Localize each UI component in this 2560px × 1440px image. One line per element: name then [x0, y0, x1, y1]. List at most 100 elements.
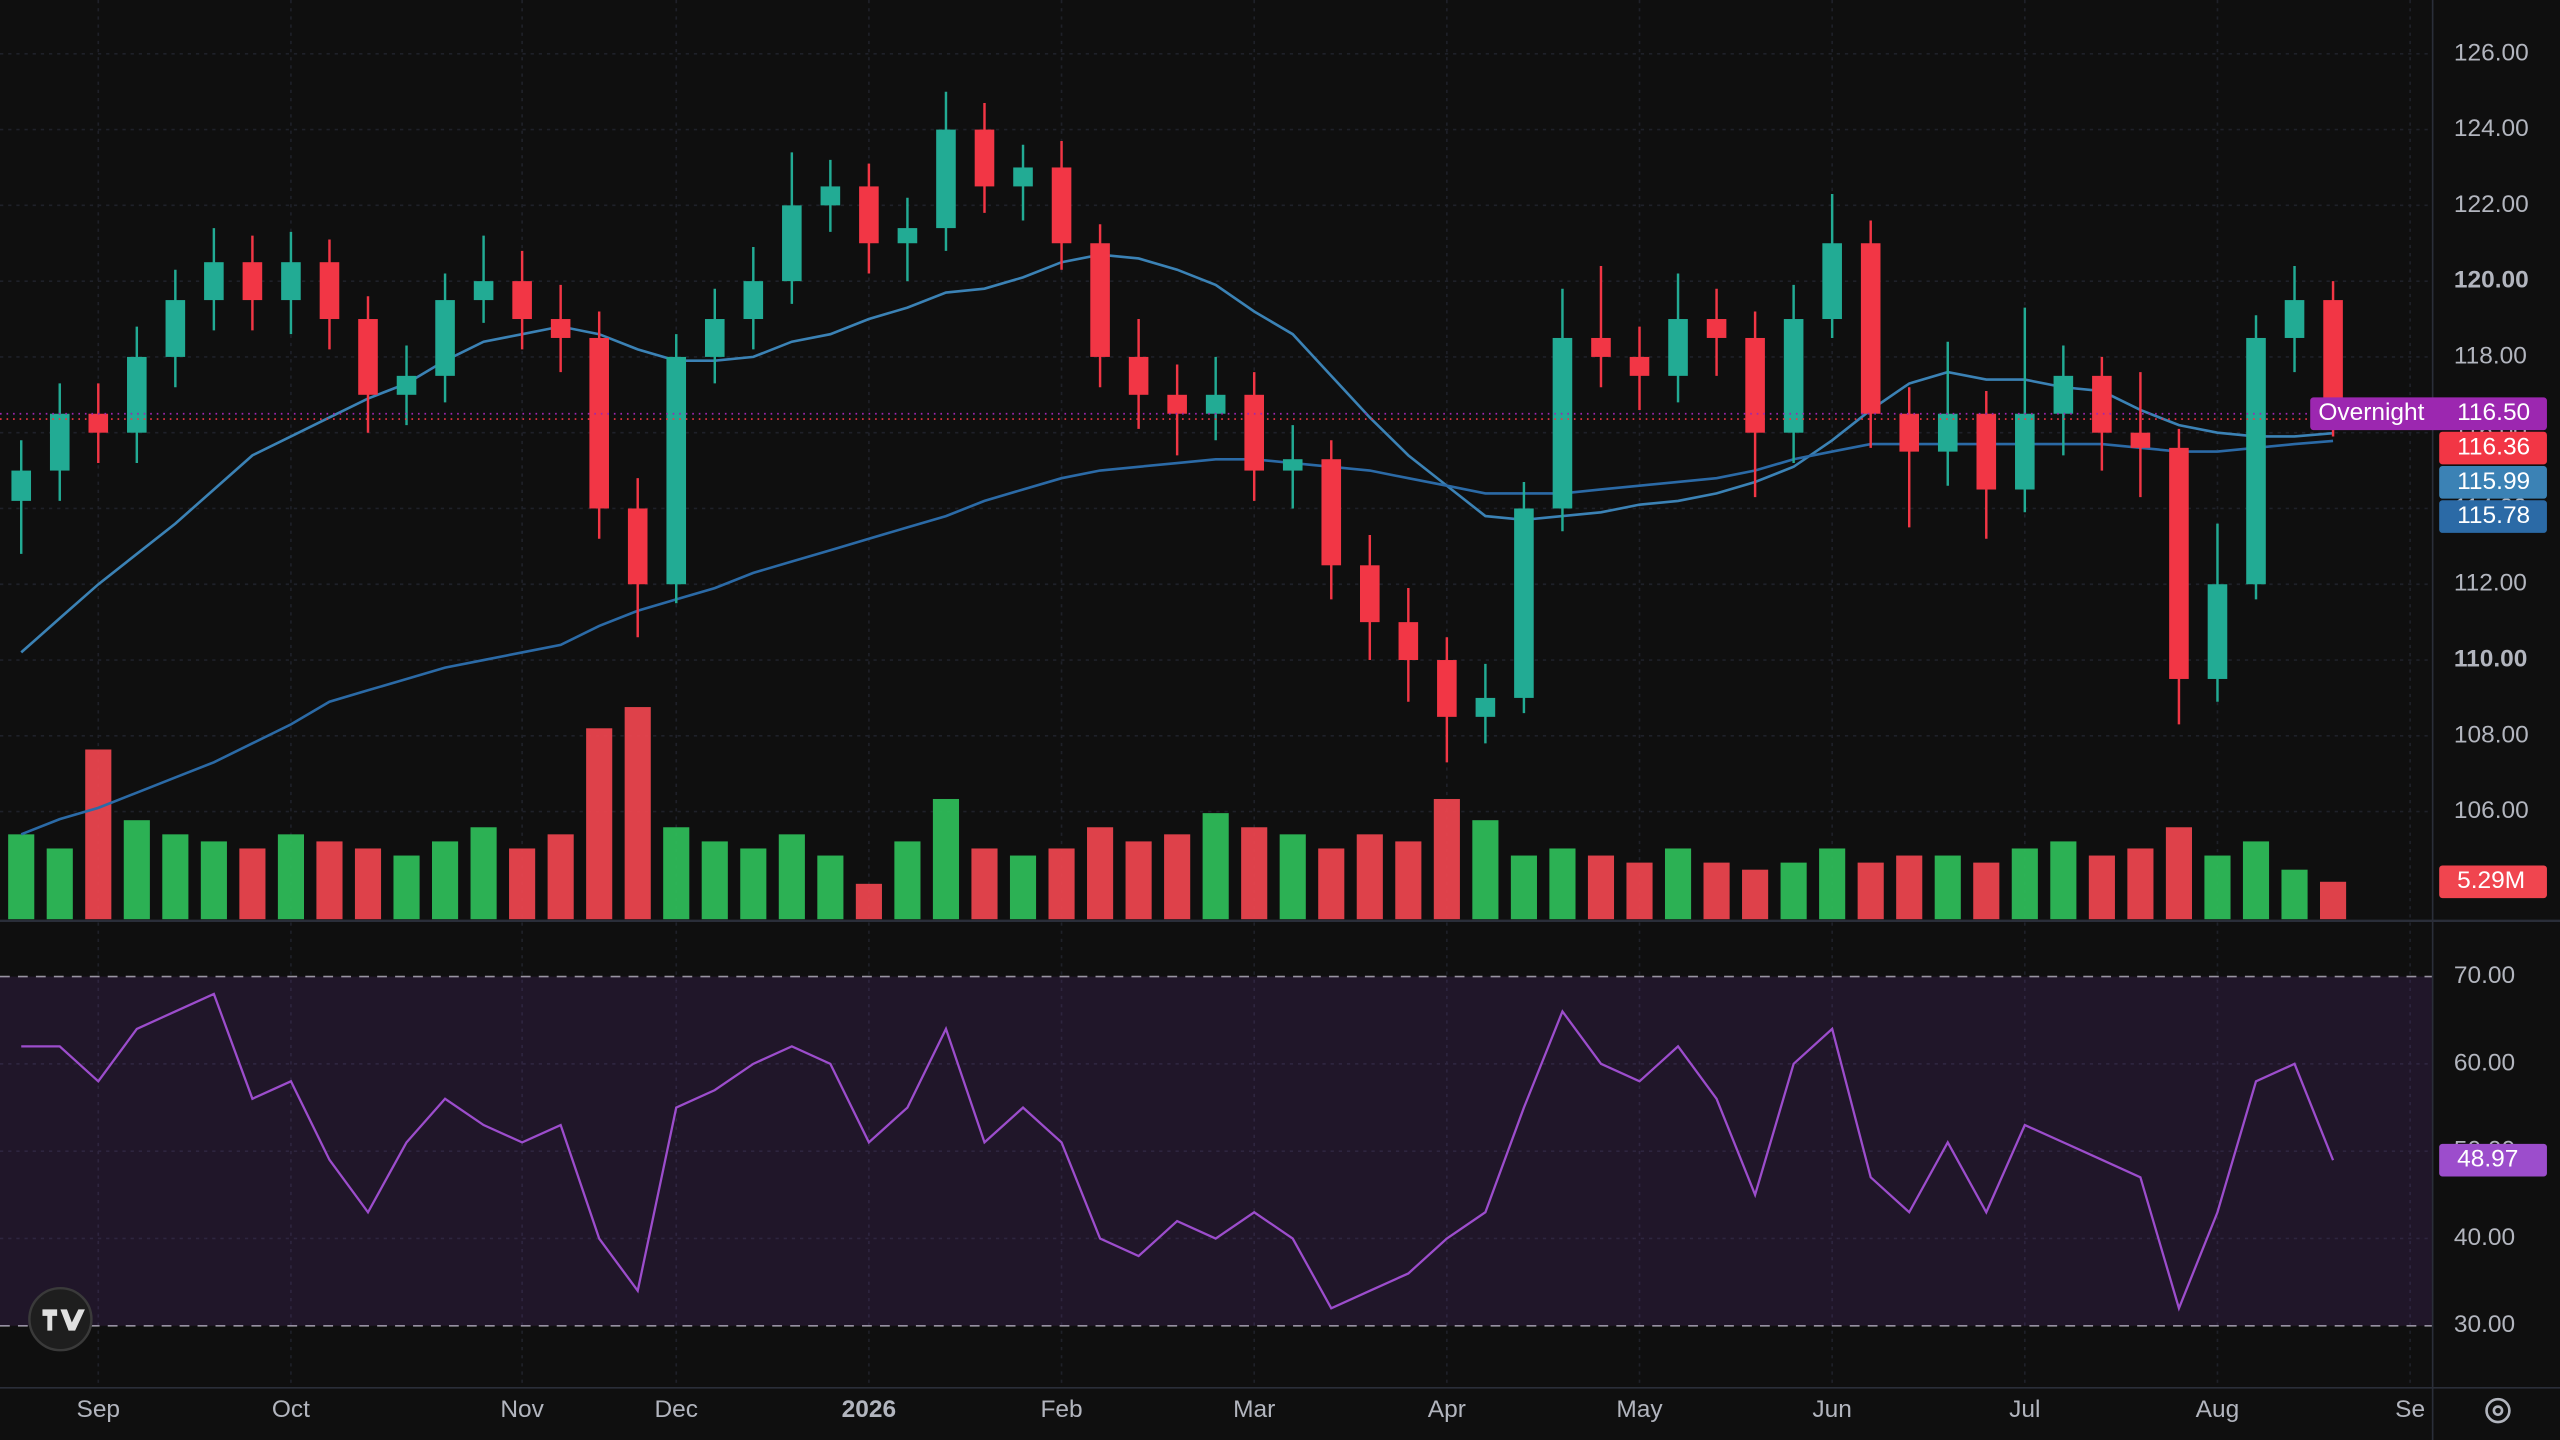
volume-bar — [1664, 848, 1692, 920]
y-tick-label: 122.00 — [2454, 191, 2529, 218]
candle-body — [1668, 319, 1688, 376]
candle-body — [2207, 584, 2228, 679]
candle-body — [2092, 375, 2112, 433]
candle-body — [743, 281, 764, 320]
candle-body — [2130, 432, 2151, 448]
volume-bar — [1164, 834, 1191, 920]
x-tick-label: Apr — [1428, 1396, 1466, 1423]
candle-body — [1321, 459, 1342, 566]
y-tick-label: 112.00 — [2454, 570, 2527, 597]
y-tick-label: 70.00 — [2454, 962, 2515, 989]
volume-bar — [2204, 855, 2231, 920]
x-tick-label: Feb — [1040, 1396, 1082, 1423]
volume-bar — [2127, 848, 2154, 920]
volume-bar — [1009, 855, 1037, 920]
candle-body — [473, 281, 494, 301]
volume-bar — [470, 827, 497, 920]
candle-body — [1976, 413, 1997, 490]
volume-bar — [2165, 827, 2192, 920]
candle-body — [281, 262, 301, 301]
candle-body — [1937, 413, 1958, 452]
y-tick-label: 118.00 — [2454, 342, 2527, 369]
price-tag — [2310, 397, 2547, 431]
volume-bar — [894, 841, 921, 920]
candle-body — [1475, 697, 1496, 717]
candle-body — [1051, 167, 1072, 244]
volume-bar — [1433, 798, 1460, 920]
candle-body — [1552, 337, 1573, 509]
candle-body — [88, 413, 109, 433]
rsi-band — [0, 976, 2433, 1326]
volume-tag-label: 5.29M — [2457, 867, 2525, 894]
logo — [28, 1286, 93, 1352]
volume-bar — [1934, 855, 1961, 920]
candle-body — [11, 470, 32, 501]
volume-bar — [432, 841, 459, 920]
candle-body — [1167, 394, 1187, 414]
candle-body — [859, 186, 879, 244]
volume-bar — [239, 848, 266, 920]
candle-body — [127, 356, 147, 433]
volume-bar — [277, 834, 304, 920]
moving-average-label: 115.99 — [2457, 468, 2530, 495]
settings-button[interactable] — [2485, 1397, 2511, 1424]
volume-bar — [624, 707, 651, 920]
volume-bar — [1125, 841, 1152, 920]
candle-body — [897, 228, 918, 244]
x-tick-label: Se — [2395, 1396, 2425, 1423]
candle-body — [49, 413, 70, 471]
moving-average-tag — [2439, 465, 2547, 499]
candle-body — [165, 300, 186, 357]
grid — [0, 0, 2433, 1388]
volume-bar — [971, 848, 998, 920]
volume-bar — [1896, 855, 1923, 920]
x-tick-label: Jun — [1812, 1396, 1851, 1423]
volume-bar — [1395, 841, 1422, 920]
axes: Sep Oct Nov Dec 2026 Feb Mar Apr May Jun Jul Aug Se 1… — [77, 39, 2547, 1423]
volume-bar — [817, 855, 844, 920]
candle-body — [1591, 337, 1611, 357]
volume-bar — [85, 749, 112, 920]
candle-body — [2323, 300, 2343, 420]
candle-body — [666, 356, 687, 585]
x-tick-label: Dec — [654, 1396, 698, 1423]
volume-bar — [1318, 848, 1345, 920]
last-price-tag — [2439, 431, 2547, 465]
y-tick-label: 60.00 — [2454, 1049, 2515, 1076]
y-tick-label: 108.00 — [2454, 721, 2529, 748]
x-tick-label: Aug — [2196, 1396, 2240, 1423]
candle-body — [1244, 394, 1264, 471]
x-tick-label: Mar — [1233, 1396, 1275, 1423]
candle-body — [358, 319, 378, 395]
moving-average-tag — [2439, 500, 2547, 533]
candle-body — [974, 129, 995, 187]
moving-average-label: 115.78 — [2457, 502, 2530, 529]
volume-bar — [162, 834, 189, 920]
volume-bar — [509, 848, 536, 920]
candle-body — [704, 319, 725, 357]
rsi-tag-label: 48.97 — [2457, 1146, 2518, 1173]
volume-bar — [393, 855, 420, 920]
candle-body — [1360, 565, 1380, 623]
candle-body — [1629, 356, 1650, 376]
volume-bar — [1587, 855, 1615, 920]
volume-bar — [1973, 862, 2000, 920]
candle-body — [589, 337, 609, 509]
volume-bar — [1549, 848, 1576, 920]
price-tag-label: 116.50 — [2457, 399, 2530, 426]
y-tick-label: 120.00 — [2454, 267, 2529, 294]
price-tag-name: Overnight — [2318, 399, 2424, 426]
volume-bar — [200, 841, 227, 920]
volume-bar — [46, 848, 73, 920]
candle-body — [782, 205, 802, 282]
candle-body — [1706, 319, 1727, 338]
volume-bar — [547, 834, 574, 920]
candle-body — [396, 375, 417, 395]
y-tick-label: 110.00 — [2454, 645, 2528, 672]
candle-body — [1899, 413, 1920, 452]
volume-bar — [1472, 820, 1499, 920]
volume-bar — [778, 834, 805, 920]
